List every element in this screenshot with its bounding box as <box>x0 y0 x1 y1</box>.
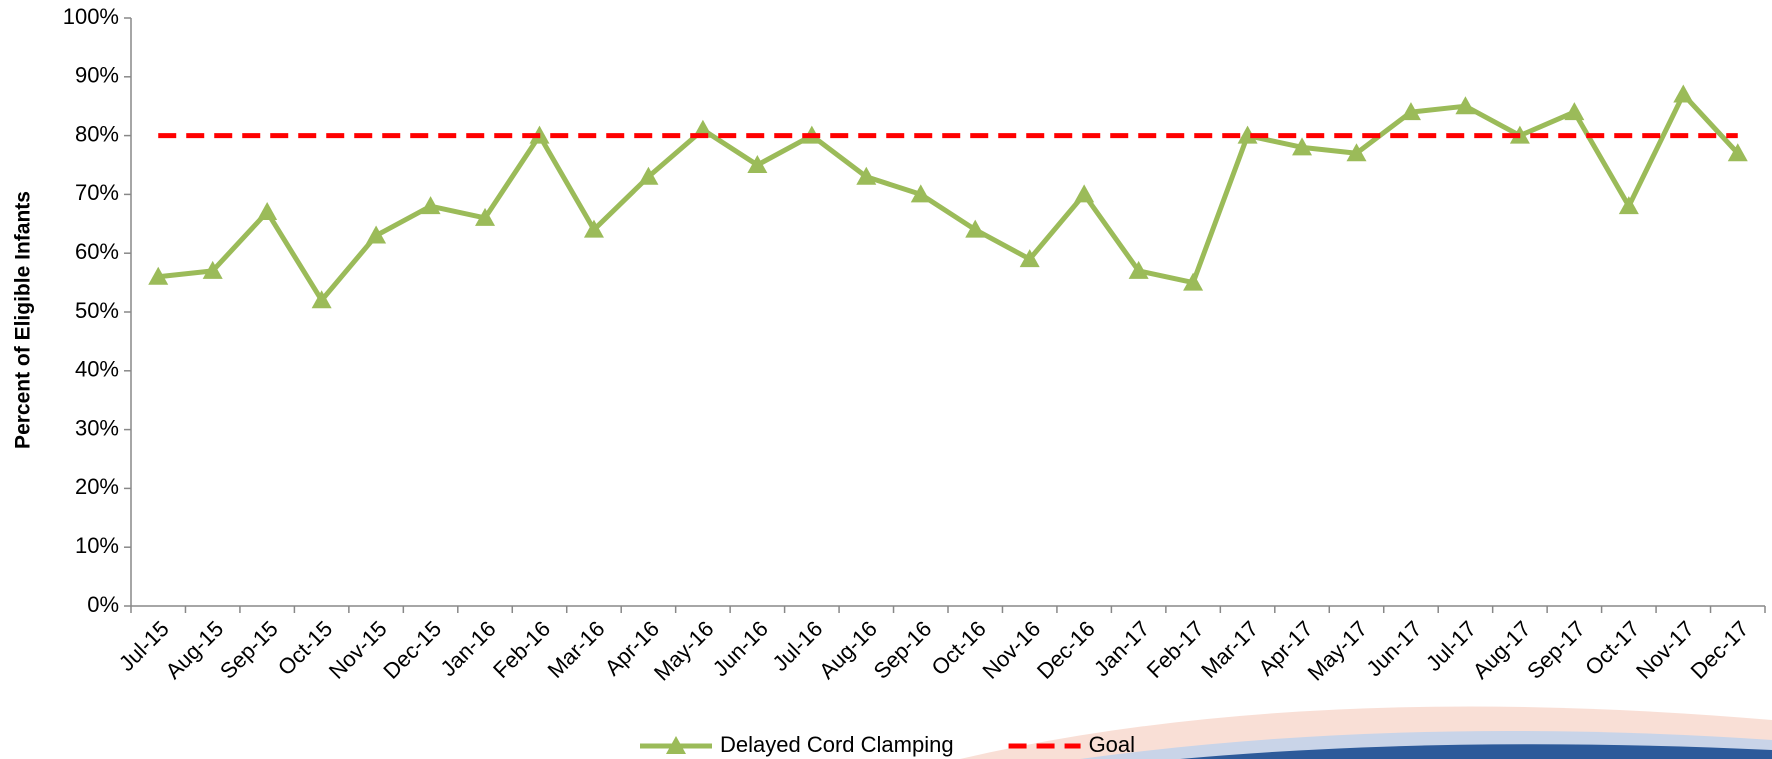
x-tick-label: Feb-16 <box>488 616 555 683</box>
x-tick-label: Aug-17 <box>1468 616 1536 684</box>
y-tick-label: 100% <box>63 4 119 29</box>
marker <box>257 202 277 220</box>
x-tick-label: Jan-16 <box>435 616 500 681</box>
x-tick-label: Feb-17 <box>1142 616 1209 683</box>
x-tick-label: Jun-17 <box>1361 616 1426 681</box>
x-tick-label: Nov-15 <box>324 616 392 684</box>
x-tick-label: Dec-15 <box>378 616 446 684</box>
x-tick-label: Dec-16 <box>1032 616 1100 684</box>
x-tick-label: Mar-17 <box>1196 616 1263 683</box>
x-tick-label: Dec-17 <box>1686 616 1754 684</box>
marker <box>1074 184 1094 202</box>
background-decoration <box>960 707 1772 759</box>
x-tick-label: May-16 <box>649 616 719 686</box>
x-tick-label: Jun-16 <box>708 616 773 681</box>
series-line <box>158 94 1738 300</box>
marker <box>1564 102 1584 120</box>
x-tick-label: Mar-16 <box>543 616 610 683</box>
y-tick-label: 50% <box>75 298 119 323</box>
y-tick-label: 90% <box>75 63 119 88</box>
x-tick-label: Nov-17 <box>1631 616 1699 684</box>
marker <box>1673 84 1693 102</box>
legend-label: Delayed Cord Clamping <box>720 732 954 757</box>
y-tick-label: 40% <box>75 357 119 382</box>
x-tick-label: Sep-15 <box>215 616 283 684</box>
y-tick-label: 10% <box>75 533 119 558</box>
legend-label: Goal <box>1089 732 1135 757</box>
x-tick-label: Sep-17 <box>1522 616 1590 684</box>
y-tick-label: 80% <box>75 121 119 146</box>
x-tick-label: May-17 <box>1303 616 1373 686</box>
y-tick-label: 20% <box>75 474 119 499</box>
y-axis-title: Percent of Eligible Infants <box>12 191 35 449</box>
x-tick-label: Jan-17 <box>1089 616 1154 681</box>
y-tick-label: 60% <box>75 239 119 264</box>
y-tick-label: 30% <box>75 415 119 440</box>
x-tick-label: Sep-16 <box>869 616 937 684</box>
x-tick-label: Aug-16 <box>814 616 882 684</box>
x-tick-label: Nov-16 <box>978 616 1046 684</box>
y-tick-label: 70% <box>75 180 119 205</box>
chart: Percent of Eligible Infants 0% 10% 20% 30% 4… <box>0 0 1772 759</box>
y-tick-label: 0% <box>87 592 119 617</box>
x-tick-label: Aug-15 <box>160 616 228 684</box>
